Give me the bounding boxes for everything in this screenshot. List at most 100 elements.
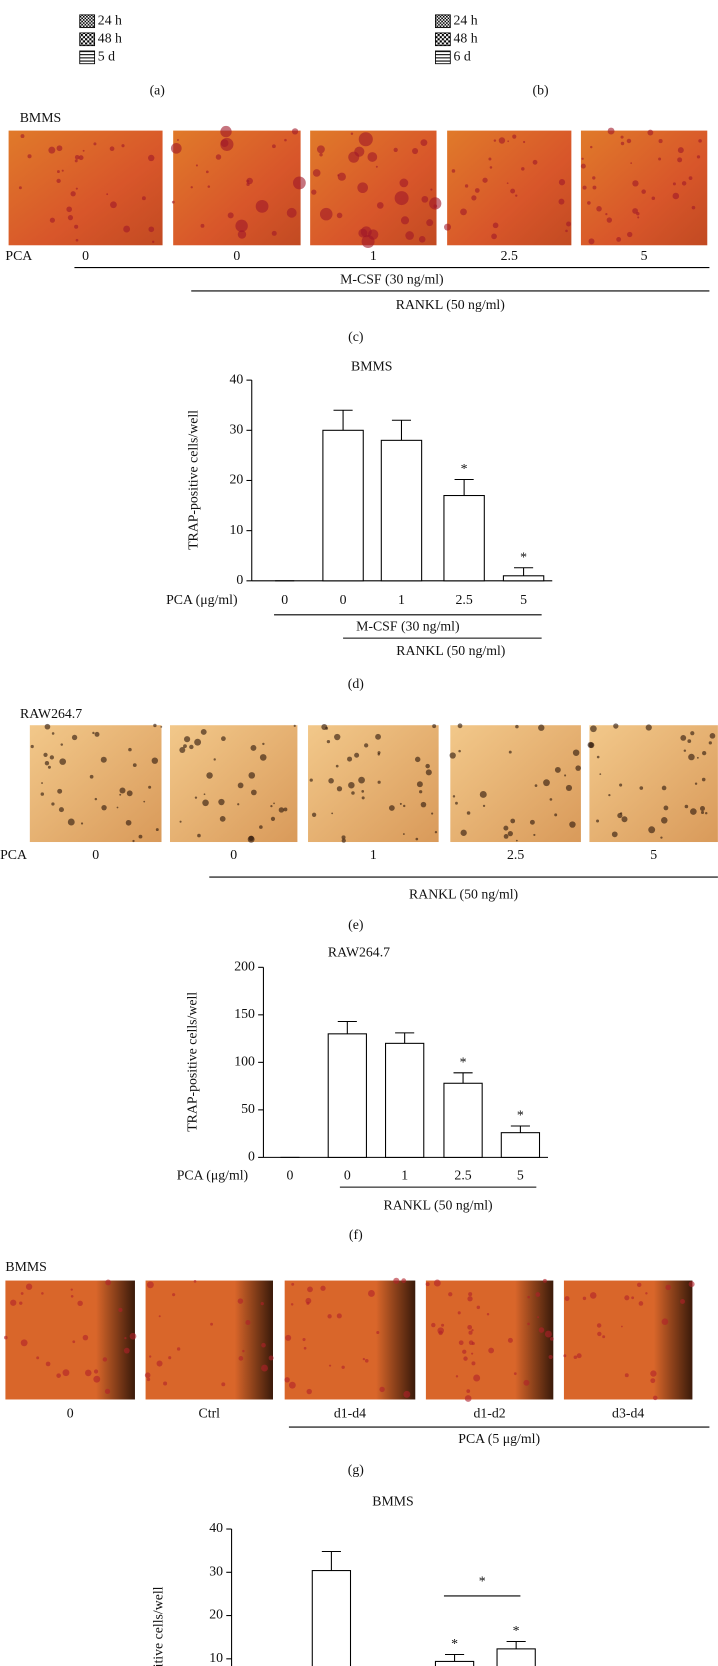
micrograph-spot — [393, 1277, 400, 1284]
micrograph-spot — [59, 758, 67, 765]
micrograph-spot — [284, 138, 287, 142]
micrograph-spot — [619, 783, 623, 787]
micrograph-spot — [608, 793, 611, 797]
micrograph-spot — [630, 162, 633, 165]
micrograph-spot — [564, 1296, 570, 1301]
error-bar — [391, 419, 412, 441]
micrograph-spot — [248, 772, 256, 779]
legend-label: 6 d — [454, 49, 471, 64]
error-bar — [453, 1072, 473, 1084]
micrograph-spot — [245, 1319, 251, 1326]
micrograph-spot — [141, 196, 146, 201]
micrograph-spot — [309, 778, 313, 782]
micrograph-spot — [455, 1375, 459, 1378]
x-tick-label: 0 — [281, 592, 288, 607]
micrograph-spot — [658, 139, 663, 144]
micrograph-spot — [125, 819, 132, 826]
error-bar — [337, 1020, 357, 1034]
micrograph-spot — [458, 1340, 464, 1346]
error-bar — [506, 1640, 526, 1649]
micrograph-spot — [626, 138, 632, 144]
micrograph-spot — [126, 790, 133, 797]
micrograph-spot — [153, 723, 157, 728]
micrograph-spot — [661, 1318, 669, 1325]
micrograph-spot — [460, 829, 467, 836]
bar — [443, 494, 485, 582]
micrograph-spot — [361, 235, 375, 248]
micrograph-spot — [351, 791, 355, 795]
micrograph-spot — [507, 1337, 513, 1343]
micrograph-spot — [20, 1339, 28, 1347]
micrograph-spot — [589, 1292, 597, 1299]
micrograph-spot — [183, 736, 191, 743]
micrograph-spot — [354, 752, 360, 758]
y-tick-label: 40 — [229, 371, 243, 386]
micrograph-spot — [611, 831, 618, 838]
micrograph-spot — [587, 201, 591, 205]
micrograph-spot — [597, 1331, 602, 1337]
micrograph-spot — [429, 197, 442, 210]
y-tick-label: 0 — [236, 572, 243, 587]
micrograph-spot — [261, 1342, 266, 1348]
micrograph-spot — [200, 729, 207, 735]
micrograph-spot — [632, 208, 638, 214]
micrograph-spot — [420, 139, 428, 147]
micrograph-spot — [27, 154, 32, 159]
micrograph-spot — [227, 212, 234, 219]
micrograph-spot — [291, 128, 299, 135]
error-bar — [333, 409, 353, 431]
micrograph-spot — [311, 812, 317, 817]
micrograph-spot — [631, 1296, 635, 1300]
bracket-label: M-CSF (30 ng/ml) — [340, 271, 444, 287]
bar — [385, 1042, 425, 1158]
micrograph-spot — [156, 1360, 163, 1367]
micrograph-spot — [62, 1369, 70, 1377]
micrograph-spot — [690, 731, 695, 736]
micrograph-spot — [665, 1284, 671, 1291]
micrograph-spot — [132, 763, 137, 767]
micrograph-spot — [268, 1355, 274, 1361]
micrograph-spot — [74, 154, 80, 160]
panel-label: (b) — [533, 82, 549, 98]
micrograph-spot — [691, 205, 696, 210]
micrograph-spot — [70, 1288, 73, 1291]
micrograph-spot — [128, 747, 132, 752]
micrograph-spot — [708, 741, 712, 745]
micrograph-spot — [78, 155, 84, 161]
micrograph-spot — [220, 125, 232, 138]
micrograph-spot — [705, 811, 708, 815]
micrograph-spot — [121, 144, 125, 148]
micrograph-spot — [572, 749, 580, 756]
micrograph-spot — [641, 189, 646, 194]
micrograph-spot — [179, 820, 182, 823]
micrograph-spot — [221, 736, 226, 742]
micrograph-spot — [433, 1279, 441, 1287]
y-tick-label: 20 — [229, 472, 243, 487]
micrograph-spot — [172, 1293, 176, 1297]
micrograph-spot — [237, 803, 240, 806]
micrograph-spot — [74, 159, 78, 163]
micrograph-spot — [652, 1395, 658, 1401]
micrograph-spot — [82, 149, 85, 152]
micrograph-spot — [93, 1369, 99, 1374]
micrograph-spot — [149, 1355, 152, 1358]
y-tick-label: 200 — [234, 958, 255, 973]
micrograph-spot — [468, 1292, 473, 1297]
micrograph-spot — [482, 804, 486, 808]
micrograph-spot — [677, 147, 684, 154]
micrograph-spot — [45, 1361, 51, 1367]
micrograph-spot — [48, 146, 56, 154]
micrograph-spot — [617, 812, 623, 819]
micrograph-spot — [189, 744, 194, 750]
legend-label: 48 h — [98, 30, 122, 45]
micrograph-spot — [506, 182, 509, 185]
micrograph-spot — [148, 154, 155, 162]
image-label: d1-d2 — [474, 1406, 506, 1421]
micrograph-spot — [77, 1300, 83, 1307]
micrograph-spot — [624, 1373, 629, 1378]
micrograph-spot — [388, 805, 395, 811]
micrograph-spot — [515, 839, 518, 842]
micrograph-spot — [213, 758, 216, 761]
y-tick-label: 40 — [209, 1520, 223, 1535]
micrograph-spot — [143, 800, 146, 803]
